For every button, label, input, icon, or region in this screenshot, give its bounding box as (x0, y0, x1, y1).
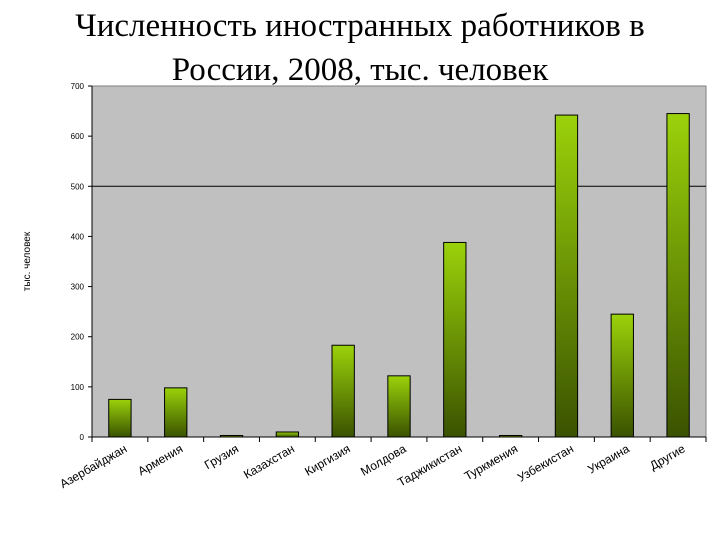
x-tick-label: Узбекистан (515, 441, 576, 484)
bar-6 (387, 375, 411, 438)
x-tick-label: Грузия (202, 441, 241, 472)
bar-4 (275, 431, 300, 438)
x-tick-label: Казахстан (241, 441, 297, 481)
x-axis: Азербайджан Армения Грузия Казахстан Киргизи… (57, 436, 707, 491)
y-tick-label: 100 (71, 383, 85, 392)
bar-11 (666, 113, 690, 438)
bar-9 (554, 114, 579, 438)
bar-2 (164, 387, 188, 438)
y-tick-label: 200 (71, 333, 85, 342)
bar-1 (108, 398, 132, 438)
bar-7 (443, 241, 467, 438)
x-tick-label: Другие (647, 441, 688, 472)
bar-8 (498, 434, 523, 438)
x-tick-label: Туркмения (462, 441, 520, 483)
bar-3 (219, 434, 244, 438)
chart-title-line-2: России, 2008, тыс. человек (171, 52, 549, 88)
y-tick-label: 500 (71, 182, 85, 191)
x-tick-label: Киргизия (302, 441, 352, 478)
y-tick-label: 700 (71, 82, 85, 91)
bar-10 (610, 313, 634, 438)
chart-title: Численность иностранных работников в Рос… (40, 4, 680, 92)
x-tick-label: Армения (135, 441, 185, 478)
y-tick-label: 600 (71, 132, 85, 141)
y-tick-label: 400 (71, 232, 85, 241)
y-axis: 0 100 200 300 400 500 600 700 (71, 82, 93, 442)
y-axis-label: тыс. человек (22, 231, 33, 291)
bar-5 (331, 344, 355, 438)
bars (108, 113, 690, 438)
chart-title-line-1: Численность иностранных работников в (75, 8, 645, 44)
y-tick-label: 300 (71, 283, 85, 292)
x-tick-label: Украина (585, 441, 632, 476)
y-tick-label: 0 (80, 433, 85, 442)
x-tick-label: Азербайджан (57, 441, 129, 491)
